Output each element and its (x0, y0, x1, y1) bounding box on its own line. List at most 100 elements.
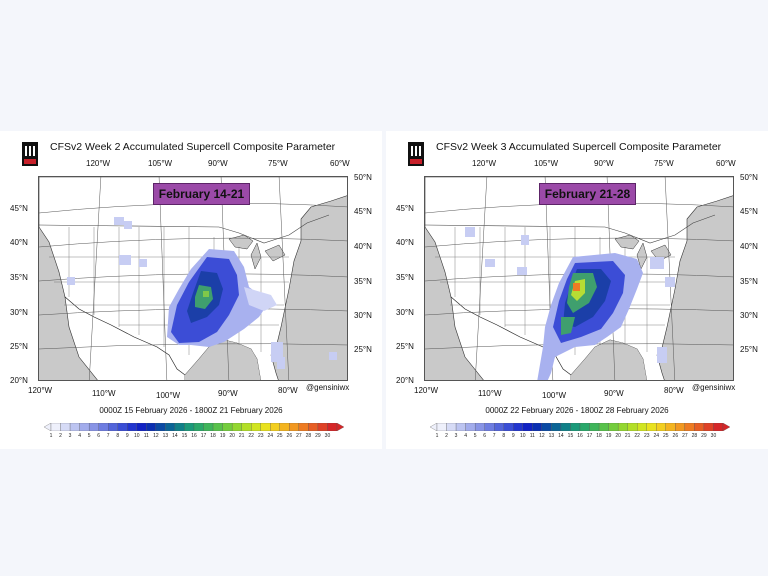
colorbar-tick-label: 15 (181, 433, 188, 439)
colorbar-tick-label: 2 (59, 433, 62, 439)
date-range: 0000Z 15 February 2026 - 1800Z 21 Februa… (99, 406, 283, 415)
colorbar-tick-label: 13 (548, 433, 555, 439)
map-area: February 21-28 (424, 176, 734, 381)
colorbar-min-arrow (44, 423, 52, 431)
colorbar-swatch (203, 423, 214, 431)
colorbar-swatch (713, 423, 724, 431)
lon-top-label: 60°W (330, 159, 350, 168)
lat-right-label: 25°N (354, 345, 372, 354)
lon-top-label: 120°W (86, 159, 111, 168)
colorbar-max-arrow (722, 423, 730, 431)
colorbar-swatch (494, 423, 504, 431)
colorbar-swatch (184, 423, 195, 431)
colorbar-swatch (69, 423, 80, 431)
lat-right-label: 25°N (740, 345, 758, 354)
colorbar (44, 423, 344, 431)
colorbar-tick-label: 30 (710, 433, 717, 439)
lon-bottom-label: 100°W (156, 391, 181, 400)
lon-top-label: 120°W (472, 159, 497, 168)
colorbar-swatch (155, 423, 166, 431)
colorbar-swatch (608, 423, 619, 431)
colorbar-swatch (656, 423, 666, 431)
colorbar-swatch (289, 423, 300, 431)
lat-right-label: 35°N (740, 277, 758, 286)
colorbar-swatch (579, 423, 590, 431)
colorbar-tick-label: 4 (78, 433, 81, 439)
lon-bottom-label: 110°W (478, 389, 502, 398)
colorbar-swatch (589, 423, 600, 431)
colorbar-tick-label: 16 (191, 433, 197, 439)
lat-left-label: 35°N (396, 273, 414, 282)
lon-top-label: 75°W (654, 159, 674, 168)
colorbar-swatch (79, 423, 90, 431)
colorbar-tick-label: 6 (97, 433, 101, 439)
colorbar-tick-label: 19 (605, 433, 612, 439)
colorbar-swatch (703, 423, 714, 431)
colorbar-tick-label: 8 (502, 433, 506, 439)
date-range: 0000Z 22 February 2026 - 1800Z 28 Februa… (485, 406, 669, 415)
lat-right-label: 35°N (354, 277, 372, 286)
lat-right-label: 50°N (354, 173, 372, 182)
colorbar-tick-label: 28 (305, 433, 312, 439)
colorbar-swatch (146, 423, 157, 431)
colorbar-swatch (212, 423, 223, 431)
panel-title: CFSv2 Week 3 Accumulated Supercell Compo… (436, 141, 722, 153)
lat-right-label: 45°N (740, 207, 758, 216)
panel-week2: CFSv2 Week 2 Accumulated Supercell Compo… (0, 131, 382, 449)
colorbar-swatch (465, 423, 476, 431)
colorbar-tick-label: 12 (153, 433, 159, 439)
colorbar-tick-label: 7 (492, 433, 496, 439)
colorbar-tick-label: 17 (586, 433, 593, 439)
colorbar-swatch (317, 423, 328, 431)
colorbar-swatch (694, 423, 705, 431)
lat-left-label: 25°N (10, 342, 28, 351)
colorbar-swatch (50, 423, 61, 431)
panel-week3: CFSv2 Week 3 Accumulated Supercell Compo… (386, 131, 768, 449)
lat-left-label: 40°N (396, 238, 414, 247)
lat-left-label: 30°N (396, 308, 414, 317)
colorbar-swatch (541, 423, 552, 431)
colorbar-tick-label: 21 (624, 433, 631, 439)
colorbar-tick-label: 22 (248, 433, 254, 439)
colorbar-tick-label: 20 (615, 433, 621, 439)
colorbar-swatch (298, 423, 309, 431)
colorbar-swatch (513, 423, 523, 431)
colorbar-swatch (60, 423, 71, 431)
lon-bottom-label: 120°W (28, 386, 53, 395)
lon-top-label: 75°W (268, 159, 288, 168)
colorbar-swatch (88, 423, 99, 431)
colorbar-tick-label: 27 (296, 433, 302, 439)
colorbar-tick-label: 11 (143, 433, 149, 439)
panel-title: CFSv2 Week 2 Accumulated Supercell Compo… (50, 141, 336, 153)
colorbar-swatch (308, 423, 319, 431)
lat-right-label: 30°N (354, 311, 372, 320)
colorbar-tick-label: 2 (445, 433, 448, 439)
colorbar-swatch (551, 423, 562, 431)
colorbar-tick-label: 5 (473, 433, 477, 439)
lon-top-label: 90°W (208, 159, 228, 168)
colorbar-tick-label: 23 (257, 433, 264, 439)
colorbar-swatch (503, 423, 514, 431)
colorbar-tick-label: 17 (200, 433, 207, 439)
colorbar-swatch (222, 423, 233, 431)
colorbar-swatch (108, 423, 118, 431)
colorbar-tick-label: 25 (277, 433, 283, 439)
credit-label: @gensiniwx (692, 383, 736, 392)
colorbar-min-arrow (430, 423, 438, 431)
credit-label: @gensiniwx (306, 383, 350, 392)
colorbar-swatch (570, 423, 581, 431)
lat-right-label: 45°N (354, 207, 372, 216)
colorbar-tick-label: 30 (324, 433, 331, 439)
colorbar-tick-label: 25 (663, 433, 669, 439)
lon-bottom-label: 120°W (414, 386, 439, 395)
map-area: February 14-21 (38, 176, 348, 381)
period-badge: February 14-21 (153, 183, 250, 205)
lon-bottom-label: 110°W (92, 389, 116, 398)
colorbar-swatch (522, 423, 533, 431)
lat-right-label: 40°N (740, 242, 758, 251)
colorbar-swatch (627, 423, 638, 431)
colorbar-tick-label: 14 (172, 433, 178, 439)
colorbar-tick-label: 10 (520, 433, 526, 439)
lat-right-label: 30°N (740, 311, 758, 320)
colorbar-tick-label: 13 (162, 433, 169, 439)
